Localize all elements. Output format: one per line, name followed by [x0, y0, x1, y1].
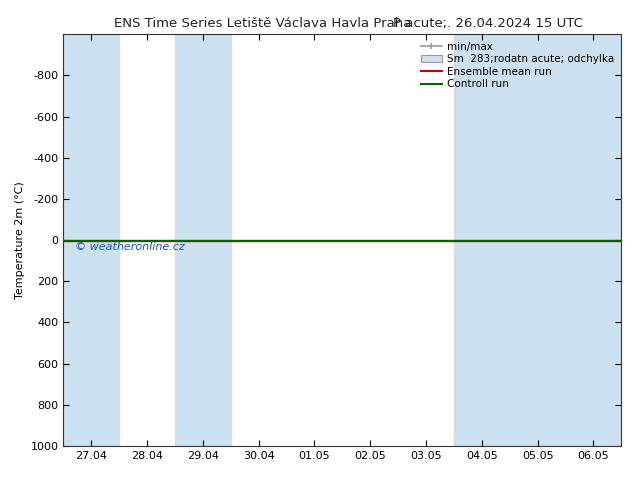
- Bar: [63, 34, 119, 446]
- Text: P acute;. 26.04.2024 15 UTC: P acute;. 26.04.2024 15 UTC: [393, 17, 583, 30]
- Text: ENS Time Series Letiště Václava Havla Praha: ENS Time Series Letiště Václava Havla Pr…: [114, 17, 411, 30]
- Bar: [454, 34, 510, 446]
- Text: © weatheronline.cz: © weatheronline.cz: [75, 242, 184, 252]
- Bar: [175, 34, 231, 446]
- Bar: [510, 34, 566, 446]
- Bar: [566, 34, 621, 446]
- Legend: min/max, Sm  283;rodatn acute; odchylka, Ensemble mean run, Controll run: min/max, Sm 283;rodatn acute; odchylka, …: [418, 40, 616, 92]
- Y-axis label: Temperature 2m (°C): Temperature 2m (°C): [15, 181, 25, 299]
